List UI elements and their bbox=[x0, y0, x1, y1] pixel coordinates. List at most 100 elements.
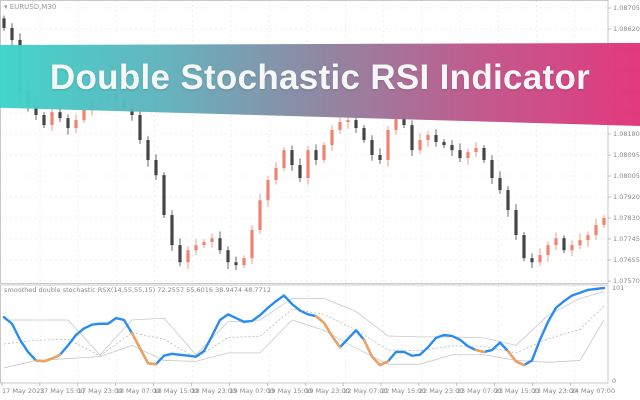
indicator-lines bbox=[2, 286, 606, 369]
time-label: 24 May 07:00 bbox=[571, 387, 616, 395]
price-label: 1.07745 bbox=[613, 235, 640, 243]
main-line-falling-segment bbox=[506, 349, 526, 367]
candle-bearish bbox=[370, 140, 374, 155]
candle-bearish bbox=[290, 150, 294, 166]
indicator-pane-border bbox=[0, 284, 609, 384]
upper-band-line bbox=[4, 291, 605, 356]
candle-bearish bbox=[154, 160, 158, 176]
candle-bullish bbox=[322, 145, 326, 161]
middle-band-line bbox=[3, 305, 605, 359]
candle-bearish bbox=[530, 258, 534, 263]
symbol-label[interactable]: ▾ EURUSD,M30 bbox=[4, 3, 56, 11]
banner-title: Double Stochastic RSI Indicator bbox=[49, 58, 591, 97]
candle-bearish bbox=[562, 238, 566, 251]
candle-bullish bbox=[242, 258, 246, 266]
time-label: 22 May 15:00 bbox=[381, 387, 426, 395]
candle-bullish bbox=[250, 230, 254, 259]
price-label: 1.07920 bbox=[613, 193, 640, 201]
candle-bullish bbox=[570, 245, 574, 251]
time-label: 22 May 07:00 bbox=[343, 387, 388, 395]
candle-bullish bbox=[602, 217, 606, 225]
price-label: 1.08095 bbox=[613, 151, 640, 159]
price-pane-border bbox=[0, 0, 609, 284]
candle-bearish bbox=[482, 147, 486, 161]
indicator-axis-max: 101 bbox=[612, 284, 624, 292]
candle-bullish bbox=[82, 109, 86, 121]
candle-bullish bbox=[74, 120, 78, 129]
candle-bullish bbox=[386, 129, 390, 161]
candle-bullish bbox=[466, 152, 470, 159]
candle-bullish bbox=[578, 240, 582, 246]
candle-bearish bbox=[2, 18, 6, 28]
main-line-falling-segment bbox=[130, 331, 158, 366]
candle-bearish bbox=[218, 238, 222, 251]
candle-bearish bbox=[434, 134, 438, 142]
time-label: 23 May 07:00 bbox=[457, 387, 502, 395]
time-label: 22 May 23:00 bbox=[419, 387, 464, 395]
candle-bullish bbox=[546, 245, 550, 256]
candle-bearish bbox=[402, 118, 406, 126]
candle-bearish bbox=[10, 27, 14, 40]
candle-bearish bbox=[378, 154, 382, 161]
time-label: 17 May 15:00 bbox=[40, 387, 85, 395]
time-label: 17 May 23:00 bbox=[78, 387, 123, 395]
time-label: 19 May 15:00 bbox=[267, 387, 312, 395]
candle-bearish bbox=[298, 165, 302, 179]
candle-bearish bbox=[146, 140, 150, 161]
candle-bearish bbox=[162, 175, 166, 216]
candle-bullish bbox=[306, 150, 310, 179]
time-label: 23 May 15:00 bbox=[495, 387, 540, 395]
candle-bullish bbox=[186, 250, 190, 263]
candle-bearish bbox=[66, 118, 70, 129]
grid bbox=[0, 0, 608, 383]
candle-bullish bbox=[538, 255, 542, 263]
candle-bullish bbox=[194, 245, 198, 251]
time-label: 18 May 07:00 bbox=[116, 387, 161, 395]
chart-frame bbox=[0, 0, 611, 386]
candle-bearish bbox=[458, 150, 462, 159]
time-label: 17 May 2023 bbox=[2, 387, 44, 395]
time-label: 19 May 23:00 bbox=[305, 387, 350, 395]
candle-bearish bbox=[226, 250, 230, 263]
indicator-axis-min: 0 bbox=[612, 377, 616, 385]
candle-bearish bbox=[58, 112, 62, 119]
candle-bullish bbox=[258, 200, 262, 231]
candle-bearish bbox=[314, 150, 318, 161]
candle-bullish bbox=[418, 140, 422, 151]
candle-bearish bbox=[450, 145, 454, 151]
candle-bearish bbox=[170, 215, 174, 246]
price-label: 1.08620 bbox=[613, 25, 640, 33]
candle-bullish bbox=[426, 134, 430, 141]
triangle-down-icon: ▾ bbox=[4, 3, 10, 11]
price-label: 1.08005 bbox=[613, 172, 640, 180]
main-line-falling-segment bbox=[362, 338, 390, 367]
candle-bullish bbox=[266, 179, 270, 201]
candle-bullish bbox=[210, 238, 214, 243]
price-label: 1.08180 bbox=[613, 130, 640, 138]
candle-bearish bbox=[234, 262, 238, 266]
symbol-text: EURUSD,M30 bbox=[9, 3, 57, 11]
candle-bearish bbox=[498, 178, 502, 191]
candle-bullish bbox=[346, 120, 350, 123]
candle-bearish bbox=[490, 160, 494, 179]
price-label: 1.07830 bbox=[613, 214, 640, 222]
candle-bearish bbox=[354, 120, 358, 129]
candle-bearish bbox=[130, 108, 134, 116]
candle-bearish bbox=[362, 128, 366, 141]
candle-bullish bbox=[554, 238, 558, 246]
candle-bullish bbox=[394, 118, 398, 130]
candle-bearish bbox=[138, 115, 142, 141]
main-line-falling-segment bbox=[34, 353, 62, 363]
candle-bullish bbox=[330, 129, 334, 146]
main-line-falling-segment bbox=[314, 315, 342, 349]
time-label: 18 May 15:00 bbox=[154, 387, 199, 395]
candle-bullish bbox=[274, 167, 278, 180]
candle-bearish bbox=[178, 245, 182, 263]
candle-bullish bbox=[202, 242, 206, 246]
candle-bearish bbox=[514, 210, 518, 236]
main-line bbox=[2, 286, 606, 367]
price-label: 1.07655 bbox=[613, 256, 640, 264]
price-label: 1.07570 bbox=[613, 277, 640, 285]
